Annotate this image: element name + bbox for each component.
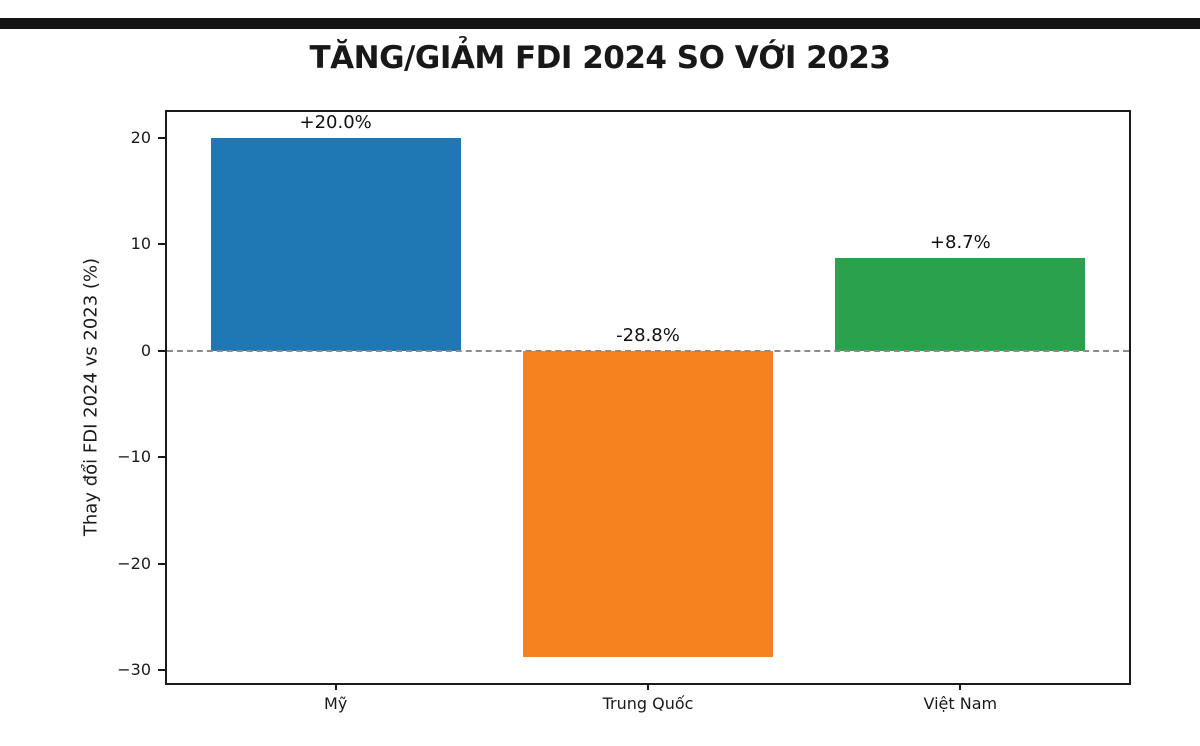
y-tick-mark-3 xyxy=(158,349,165,352)
y-tick-label-5: −20 xyxy=(117,553,151,573)
y-tick-label-1: 20 xyxy=(130,127,151,147)
y-tick-label-2: 10 xyxy=(130,234,151,254)
y-axis-label: Thay đổi FDI 2024 vs 2023 (%) xyxy=(80,257,102,537)
x-tick-label-1: Mỹ xyxy=(324,694,348,713)
bar-value-label-2: -28.8% xyxy=(616,324,680,346)
top-divider-rule xyxy=(0,18,1200,29)
y-tick-mark-2 xyxy=(158,243,165,246)
y-tick-mark-6 xyxy=(158,669,165,672)
bar-2 xyxy=(523,350,773,658)
x-tick-mark-2 xyxy=(647,683,649,690)
y-tick-mark-5 xyxy=(158,562,165,565)
zero-dashed-line xyxy=(167,349,1129,352)
y-tick-mark-4 xyxy=(158,456,165,459)
y-tick-label-6: −30 xyxy=(117,660,151,680)
y-tick-label-4: −10 xyxy=(117,447,151,467)
y-tick-mark-1 xyxy=(158,136,165,139)
bar-3 xyxy=(835,257,1086,351)
plot-area: +20.0% Mỹ -28.8% Trung Quốc +8.7% Việt Nam 20 1… xyxy=(117,110,1131,713)
y-tick-label-3: 0 xyxy=(140,340,151,360)
x-tick-mark-3 xyxy=(959,683,962,690)
chart-title: TĂNG/GIẢM FDI 2024 SO VỚI 2023 xyxy=(309,40,891,76)
x-tick-label-3: Việt Nam xyxy=(923,694,998,713)
bar-1 xyxy=(210,137,461,351)
bar-value-label-3: +8.7% xyxy=(929,231,991,253)
x-tick-label-2: Trung Quốc xyxy=(602,694,694,713)
x-tick-mark-1 xyxy=(334,683,337,690)
bar-value-label-1: +20.0% xyxy=(299,111,372,133)
